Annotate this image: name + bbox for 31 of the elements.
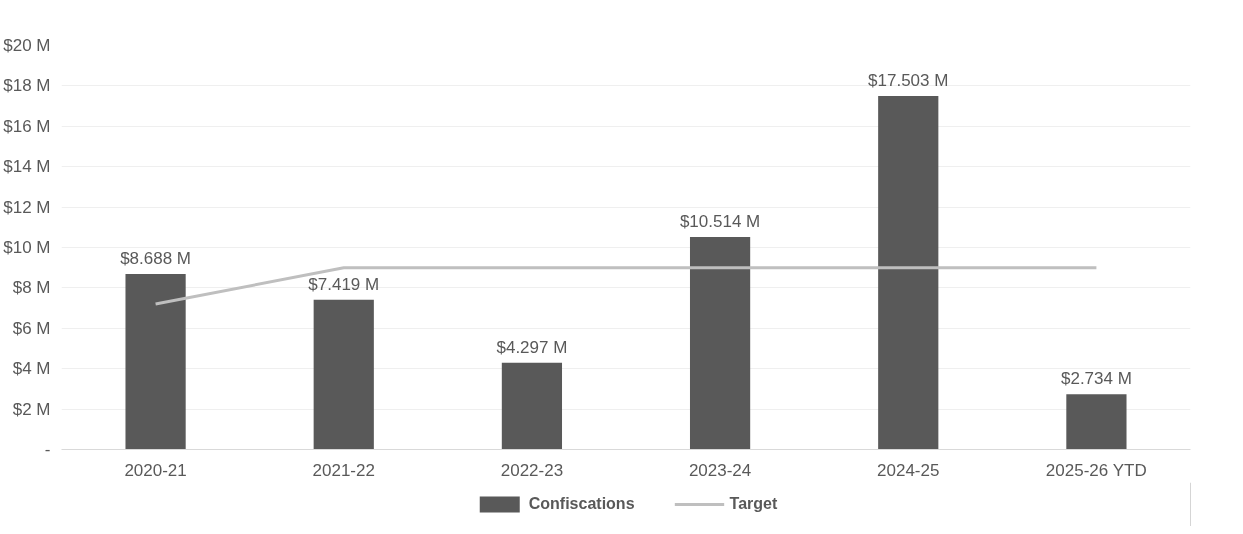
legend-label: Confiscations bbox=[528, 495, 635, 513]
y-tick-label: $12 M bbox=[3, 197, 51, 217]
y-tick-label: $8 M bbox=[12, 278, 51, 298]
x-tick-label: 2023-24 bbox=[688, 460, 752, 480]
x-tick-label: 2024-25 bbox=[877, 460, 940, 480]
y-tick-label: $20 M bbox=[3, 36, 51, 55]
y-tick-label: $2 M bbox=[12, 399, 51, 419]
data-label: $8.688 M bbox=[120, 249, 192, 268]
bar bbox=[501, 362, 563, 450]
x-tick-label: 2021-22 bbox=[312, 460, 375, 480]
data-label: $4.297 M bbox=[496, 337, 568, 357]
x-tick-label: 2025-26 YTD bbox=[1045, 460, 1147, 480]
data-label: $10.514 M bbox=[679, 212, 761, 232]
bar bbox=[313, 299, 374, 450]
y-tick-label: $6 M bbox=[12, 318, 51, 338]
y-tick-label: $16 M bbox=[3, 116, 51, 136]
y-tick-label: $14 M bbox=[3, 157, 51, 177]
data-label: $17.503 M bbox=[868, 70, 949, 90]
x-tick-label: 2020-21 bbox=[124, 460, 187, 480]
y-tick-label: $18 M bbox=[3, 76, 51, 96]
data-label: $7.419 M bbox=[308, 274, 380, 294]
y-tick-label: $10 M bbox=[3, 238, 51, 257]
bar bbox=[125, 274, 186, 450]
bar bbox=[1066, 394, 1127, 450]
legend-label: Target bbox=[729, 495, 778, 513]
y-tick-label: - bbox=[44, 440, 51, 459]
bar bbox=[689, 237, 751, 450]
x-tick-label: 2022-23 bbox=[500, 460, 564, 480]
bar bbox=[878, 95, 939, 450]
data-label: $2.734 M bbox=[1060, 369, 1132, 389]
y-tick-label: $4 M bbox=[12, 359, 51, 379]
